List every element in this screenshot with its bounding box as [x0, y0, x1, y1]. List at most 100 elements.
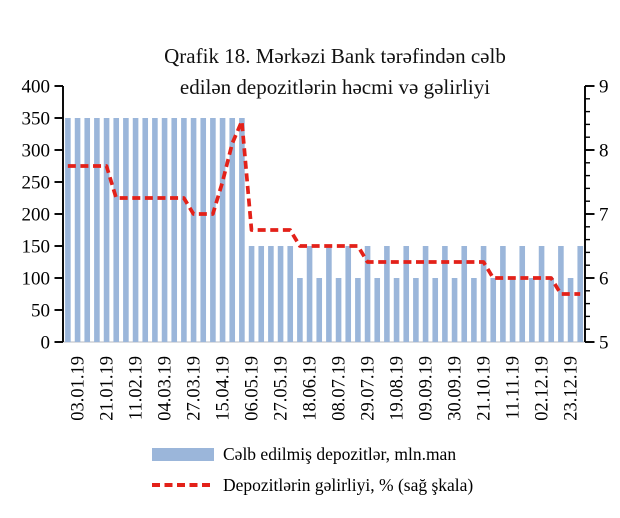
bar	[94, 118, 100, 342]
bar	[577, 246, 584, 342]
x-axis-labels: 03.01.19 21.01.19 11.02.19 04.03.19 27.03.19…	[69, 356, 582, 421]
x-axis-date-label: 19.08.19	[388, 356, 408, 421]
left-axis-tick-label: 300	[22, 141, 51, 162]
bar	[558, 246, 564, 342]
bar	[84, 118, 91, 342]
bar	[297, 278, 303, 342]
bar	[480, 246, 487, 342]
x-axis-date-label: 21.10.19	[475, 356, 495, 421]
right-axis-tick-label: 9	[599, 77, 609, 98]
x-axis-date-label: 11.11.19	[504, 356, 524, 419]
bar	[132, 118, 139, 342]
bar	[113, 118, 120, 342]
x-axis-date-label: 30.09.19	[446, 356, 466, 421]
bar	[529, 278, 535, 342]
bar	[277, 246, 284, 342]
chart-title-line1: Qrafik 18. Mərkəzi Bank tərəfindən cəlb	[164, 44, 506, 68]
bar	[123, 118, 129, 342]
x-axis-date-label: 21.01.19	[98, 356, 118, 421]
bar	[432, 278, 439, 342]
bar	[142, 118, 149, 342]
left-axis: 0 50 100 150 200 250 300 350 400	[22, 77, 64, 354]
bar	[374, 278, 381, 342]
bar	[181, 118, 187, 342]
right-axis-tick-label: 7	[599, 205, 609, 226]
x-axis-date-label: 15.04.19	[214, 356, 234, 421]
bar	[335, 278, 342, 342]
bar	[538, 246, 545, 342]
bar	[306, 246, 313, 342]
bar	[471, 278, 477, 342]
bar	[345, 246, 352, 342]
bar	[519, 246, 526, 342]
bar	[500, 246, 506, 342]
bar	[248, 246, 255, 342]
bar	[258, 246, 265, 342]
chart-title: Qrafik 18. Mərkəzi Bank tərəfindən cəlb …	[60, 41, 610, 103]
bar	[548, 278, 555, 342]
legend-item-yield: Depozitlərin gəlirliyi, % (sağ şkala)	[152, 475, 473, 495]
left-axis-tick-label: 150	[22, 237, 51, 258]
left-axis-tick-label: 100	[22, 269, 51, 290]
bar	[490, 278, 497, 342]
bar	[287, 246, 294, 342]
x-axis-date-label: 18.06.19	[301, 356, 321, 421]
right-axis-tick-label: 8	[599, 141, 609, 162]
left-axis-tick-label: 0	[41, 333, 51, 354]
dashed-line-swatch	[152, 483, 214, 487]
bar	[413, 278, 419, 342]
bar	[451, 278, 458, 342]
x-axis-date-label: 08.07.19	[330, 356, 350, 421]
bars-series	[65, 118, 584, 342]
right-axis-tick-label: 5	[599, 333, 609, 354]
bar	[393, 278, 400, 342]
bar	[567, 278, 574, 342]
bar	[316, 278, 323, 342]
right-axis-tick-label: 6	[599, 269, 609, 290]
bar	[268, 246, 274, 342]
x-axis-date-label: 03.01.19	[69, 356, 89, 421]
x-axis-date-label: 04.03.19	[156, 356, 176, 421]
bar	[384, 246, 390, 342]
bar	[74, 118, 81, 342]
bar	[152, 118, 158, 342]
legend-label-yield: Depozitlərin gəlirliyi, % (sağ şkala)	[223, 475, 474, 495]
bar	[326, 246, 332, 342]
left-axis-tick-label: 250	[22, 173, 51, 194]
bar	[239, 118, 245, 342]
bar	[509, 278, 516, 342]
bar	[190, 118, 197, 342]
x-axis-date-label: 11.02.19	[127, 356, 147, 420]
bar	[161, 118, 168, 342]
bar	[229, 118, 236, 342]
bar	[364, 246, 371, 342]
x-axis-date-label: 29.07.19	[359, 356, 379, 421]
x-axis-date-label: 09.09.19	[417, 356, 437, 421]
bar-series-swatch	[152, 447, 214, 461]
left-axis-tick-label: 50	[31, 301, 50, 322]
left-axis-tick-label: 350	[22, 109, 51, 130]
bar	[442, 246, 448, 342]
bar	[355, 278, 361, 342]
x-axis-date-label: 06.05.19	[243, 356, 263, 421]
bar	[461, 246, 468, 342]
x-axis-date-label: 27.03.19	[185, 356, 205, 421]
chart-title-line2: edilən depozitlərin həcmi və gəlirliyi	[179, 75, 491, 99]
legend-item-deposits: Cəlb edilmiş depozitlər, mln.man	[152, 444, 456, 464]
bar	[403, 246, 410, 342]
bar	[422, 246, 429, 342]
bar	[65, 118, 71, 342]
x-axis-date-label: 02.12.19	[533, 356, 553, 421]
x-axis-date-label: 27.05.19	[272, 356, 292, 421]
left-axis-tick-label: 200	[22, 205, 51, 226]
left-axis-tick-label: 400	[22, 77, 51, 98]
bar	[103, 118, 110, 342]
legend-label-deposits: Cəlb edilmiş depozitlər, mln.man	[223, 444, 457, 464]
bar	[200, 118, 207, 342]
x-axis-date-label: 23.12.19	[562, 356, 582, 421]
bar	[210, 118, 216, 342]
chart-legend: Cəlb edilmiş depozitlər, mln.man Depozit…	[152, 444, 473, 495]
bar	[171, 118, 178, 342]
